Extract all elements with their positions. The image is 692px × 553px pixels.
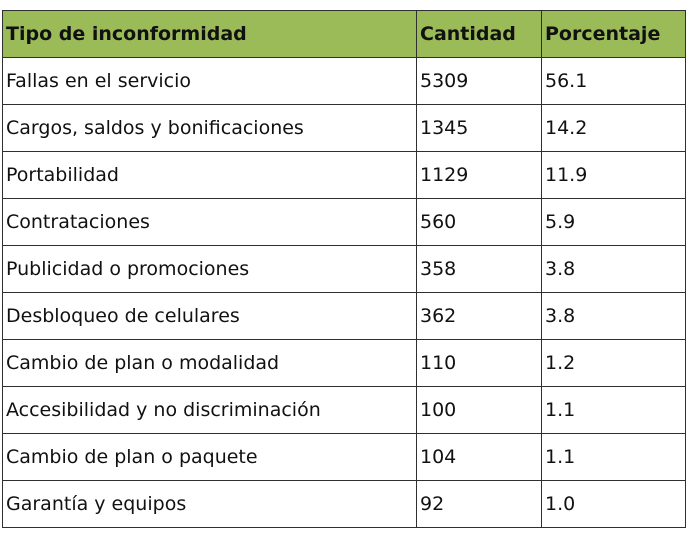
cell-porcentaje: 1.1 xyxy=(541,386,686,434)
cell-cantidad: 100 xyxy=(416,386,542,434)
table-row: Desbloqueo de celulares 362 3.8 xyxy=(2,292,686,340)
cell-cantidad: 104 xyxy=(416,433,542,481)
cell-cantidad: 358 xyxy=(416,245,542,293)
cell-cantidad: 92 xyxy=(416,480,542,528)
cell-tipo: Fallas en el servicio xyxy=(2,57,417,105)
header-porcentaje: Porcentaje xyxy=(541,10,686,58)
cell-porcentaje: 11.9 xyxy=(541,151,686,199)
header-cantidad: Cantidad xyxy=(416,10,542,58)
cell-tipo: Accesibilidad y no discriminación xyxy=(2,386,417,434)
cell-cantidad: 1129 xyxy=(416,151,542,199)
table-row: Cambio de plan o paquete 104 1.1 xyxy=(2,433,686,481)
cell-porcentaje: 1.1 xyxy=(541,433,686,481)
cell-cantidad: 110 xyxy=(416,339,542,387)
cell-porcentaje: 56.1 xyxy=(541,57,686,105)
cell-porcentaje: 1.0 xyxy=(541,480,686,528)
inconformidades-table: Tipo de inconformidad Cantidad Porcentaj… xyxy=(2,10,686,528)
table-row: Cargos, saldos y bonificaciones 1345 14.… xyxy=(2,104,686,152)
cell-tipo: Cambio de plan o modalidad xyxy=(2,339,417,387)
cell-tipo: Desbloqueo de celulares xyxy=(2,292,417,340)
header-tipo: Tipo de inconformidad xyxy=(2,10,417,58)
cell-cantidad: 362 xyxy=(416,292,542,340)
cell-tipo: Publicidad o promociones xyxy=(2,245,417,293)
table-row: Contrataciones 560 5.9 xyxy=(2,198,686,246)
cell-cantidad: 5309 xyxy=(416,57,542,105)
table-row: Publicidad o promociones 358 3.8 xyxy=(2,245,686,293)
cell-porcentaje: 14.2 xyxy=(541,104,686,152)
cell-cantidad: 560 xyxy=(416,198,542,246)
cell-tipo: Garantía y equipos xyxy=(2,480,417,528)
table-row: Garantía y equipos 92 1.0 xyxy=(2,480,686,528)
cell-tipo: Cargos, saldos y bonificaciones xyxy=(2,104,417,152)
cell-porcentaje: 1.2 xyxy=(541,339,686,387)
table-row: Cambio de plan o modalidad 110 1.2 xyxy=(2,339,686,387)
cell-porcentaje: 3.8 xyxy=(541,245,686,293)
cell-porcentaje: 5.9 xyxy=(541,198,686,246)
table-row: Portabilidad 1129 11.9 xyxy=(2,151,686,199)
cell-cantidad: 1345 xyxy=(416,104,542,152)
cell-tipo: Portabilidad xyxy=(2,151,417,199)
cell-tipo: Contrataciones xyxy=(2,198,417,246)
cell-porcentaje: 3.8 xyxy=(541,292,686,340)
cell-tipo: Cambio de plan o paquete xyxy=(2,433,417,481)
table-header-row: Tipo de inconformidad Cantidad Porcentaj… xyxy=(2,10,686,58)
table-row: Accesibilidad y no discriminación 100 1.… xyxy=(2,386,686,434)
table-row: Fallas en el servicio 5309 56.1 xyxy=(2,57,686,105)
